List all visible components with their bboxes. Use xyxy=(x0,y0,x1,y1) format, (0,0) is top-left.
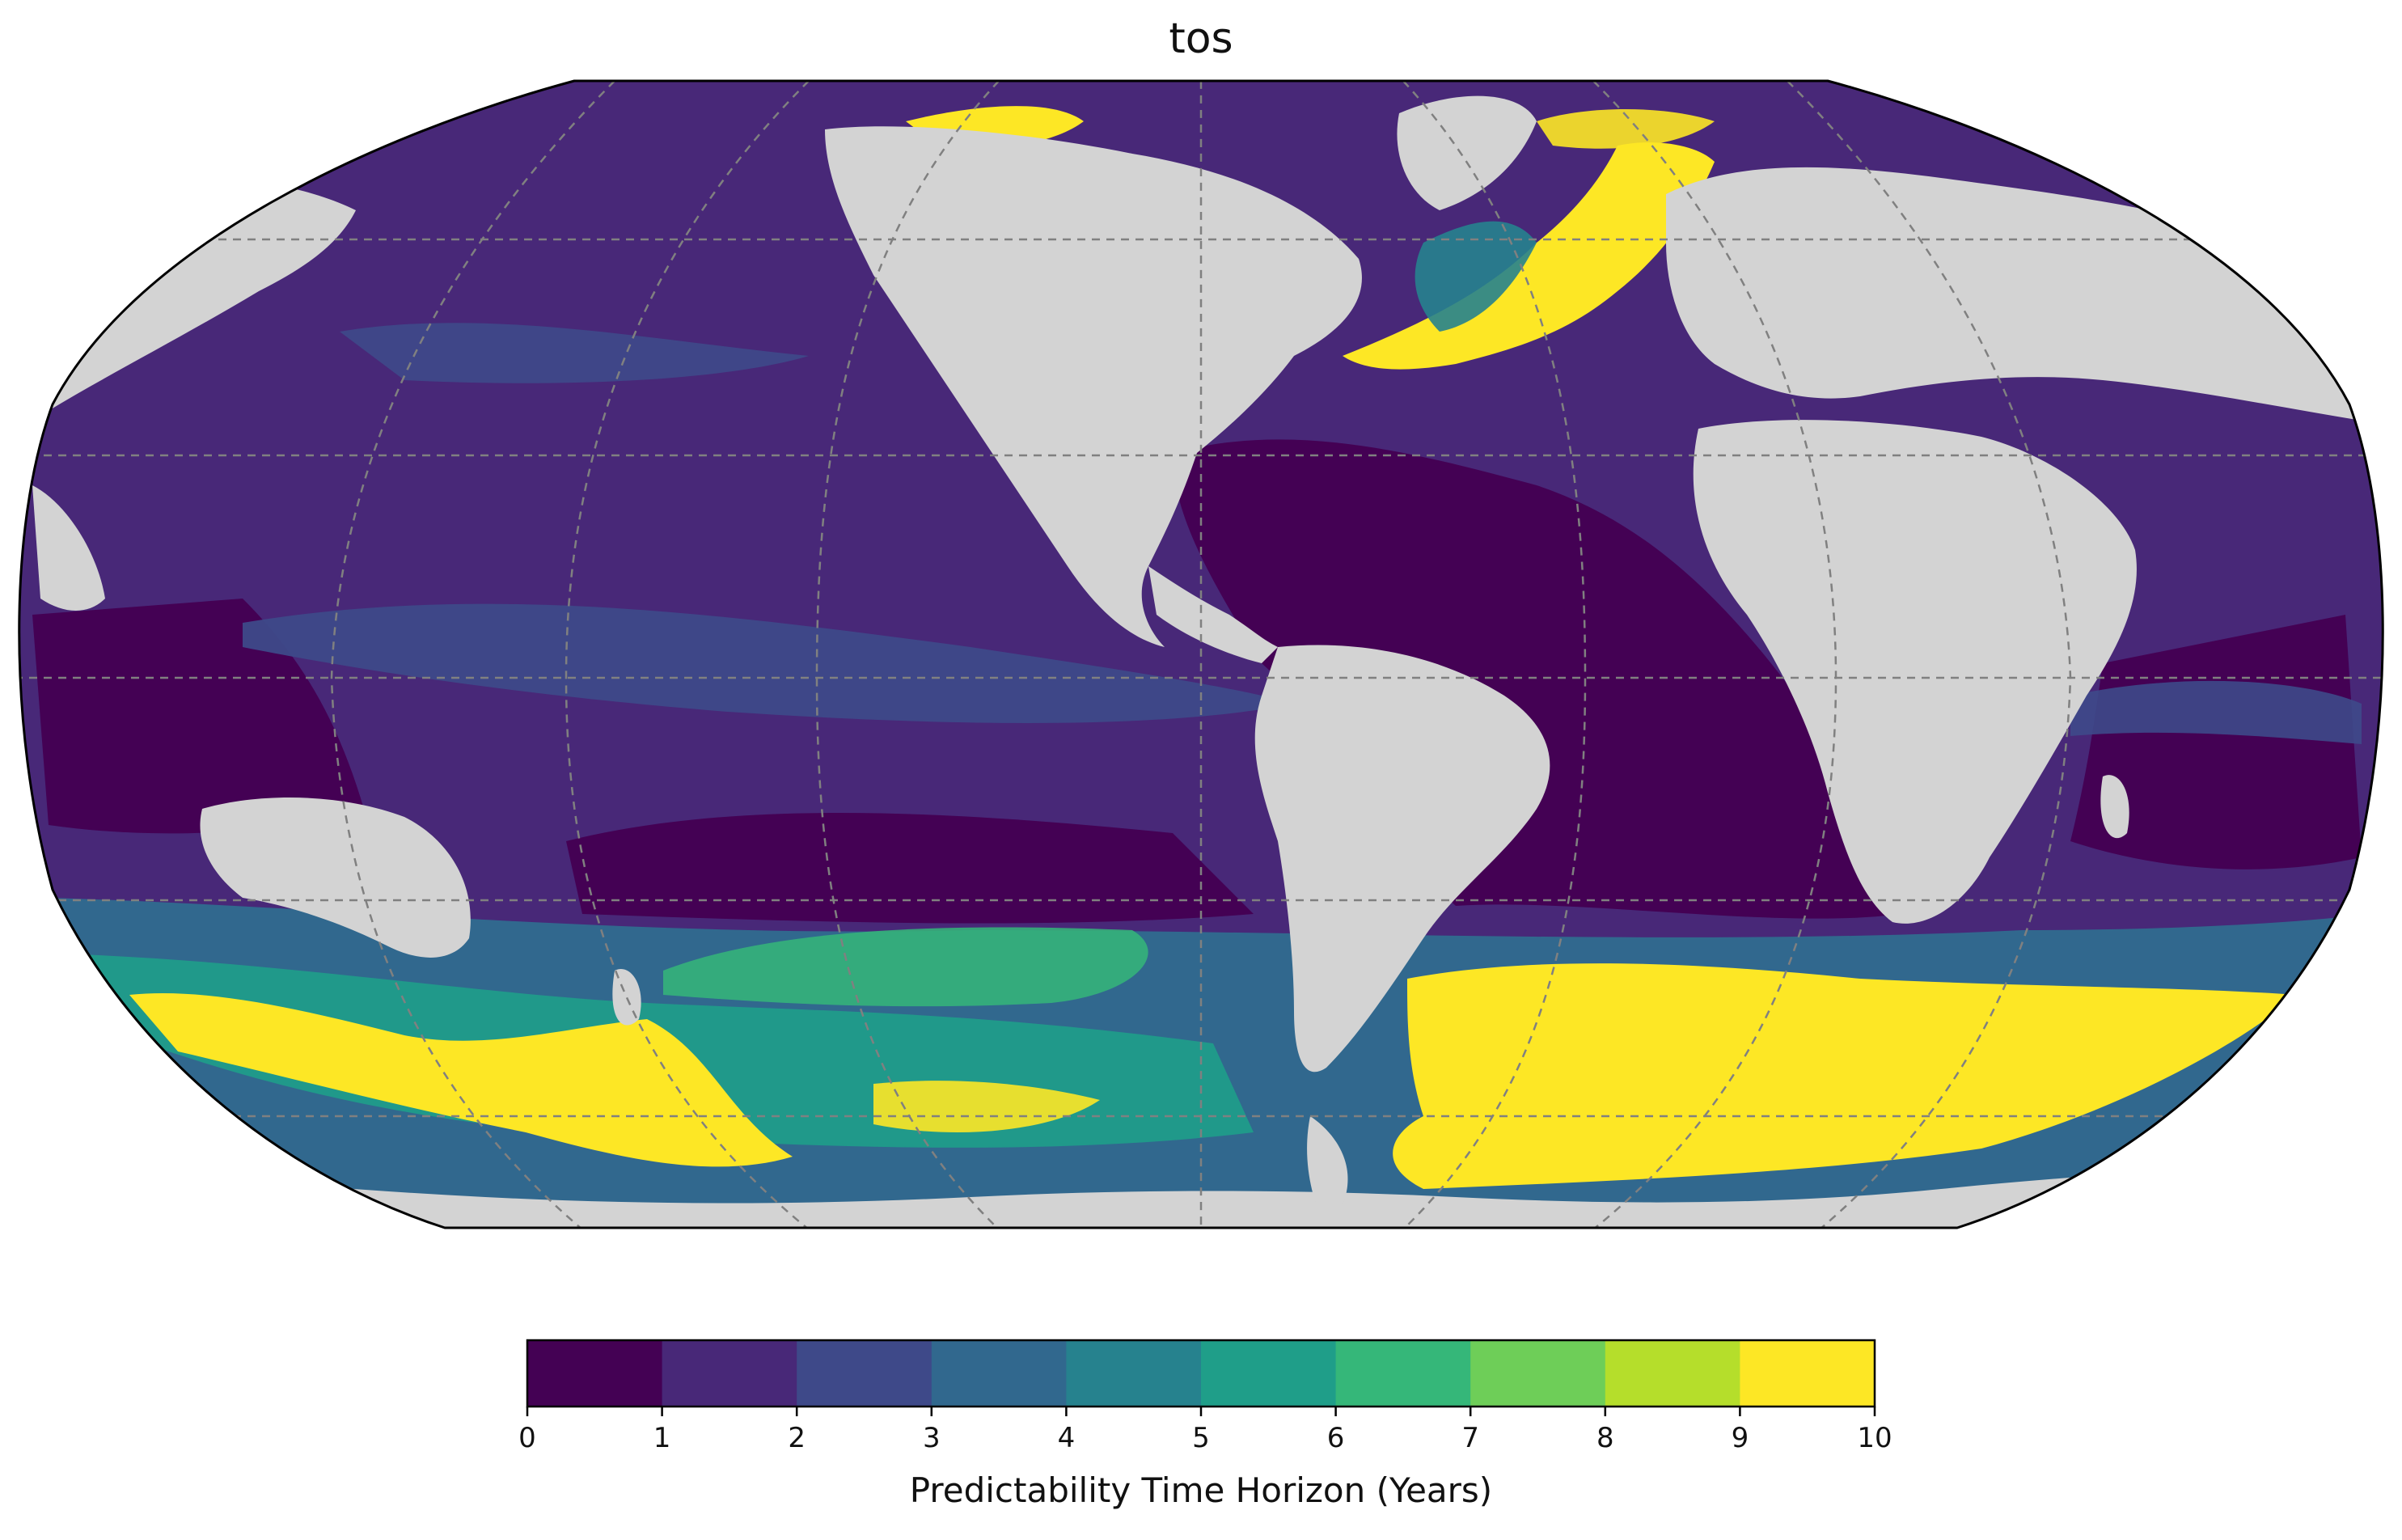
ocean-region-southern-ocean-green xyxy=(663,927,1148,1007)
gridline-meridian-5 xyxy=(1592,81,1837,1228)
colorbar-segment-9 xyxy=(1740,1340,1876,1407)
colorbar-tick-label-1: 1 xyxy=(653,1422,671,1454)
colorbar-tick-label-5: 5 xyxy=(1192,1422,1210,1454)
land-greenland xyxy=(1397,95,1537,210)
land-north-america xyxy=(825,126,1362,647)
colorbar-tick-label-2: 2 xyxy=(788,1422,806,1454)
ocean-region-west-pacific-low xyxy=(32,599,364,834)
map-outline xyxy=(18,79,2384,1229)
map-title: tos xyxy=(1169,15,1233,63)
map-frame xyxy=(19,81,2383,1228)
colorbar-label: Predictability Time Horizon (Years) xyxy=(909,1470,1493,1510)
ocean-region-equatorial-pacific xyxy=(243,603,1294,723)
land-antarctica xyxy=(32,1157,2378,1228)
gridline-meridian-7 xyxy=(1787,81,2072,1228)
gridline-meridian-6 xyxy=(330,81,615,1228)
land-madagascar xyxy=(2100,775,2129,839)
land xyxy=(32,95,2378,1228)
land-africa xyxy=(1693,420,2137,924)
ocean-region-southern-pacific-low xyxy=(566,813,1254,924)
colorbar-segment-0 xyxy=(527,1340,663,1407)
land-southeast-asia xyxy=(32,485,105,611)
colorbar-segment-5 xyxy=(1201,1340,1337,1407)
land-south-america xyxy=(1254,645,1550,1072)
colorbar-segment-2 xyxy=(797,1340,932,1407)
colorbar-tick-label-9: 9 xyxy=(1732,1422,1749,1454)
colorbar-tick-label-4: 4 xyxy=(1058,1422,1076,1454)
ocean-region-north-atlantic-teal xyxy=(1415,221,1537,332)
colorbar-segment-7 xyxy=(1470,1340,1606,1407)
colorbar-segment-3 xyxy=(931,1340,1067,1407)
gridline-meridian-1 xyxy=(565,81,810,1228)
gridlines xyxy=(19,81,2383,1228)
ocean-region-atlantic-low xyxy=(1173,439,1901,919)
land-central-america xyxy=(1148,566,1278,663)
colorbar-segment-1 xyxy=(662,1340,797,1407)
colorbar-segment-6 xyxy=(1335,1340,1471,1407)
colorbar-tick-label-10: 10 xyxy=(1857,1422,1892,1454)
colorbar-tick-label-7: 7 xyxy=(1461,1422,1479,1454)
colorbar-segment-4 xyxy=(1066,1340,1202,1407)
colorbar-segment-8 xyxy=(1605,1340,1740,1407)
ocean-region-south-pacific-patch xyxy=(873,1081,1100,1132)
colorbar: 0 1 2 3 4 5 6 7 8 9 10 xyxy=(518,1339,1892,1454)
colorbar-tick-label-0: 0 xyxy=(518,1422,536,1454)
ocean-region-arctic-north xyxy=(1537,109,1715,149)
ocean-region-north-pacific-band xyxy=(340,323,809,383)
colorbar-tick-label-6: 6 xyxy=(1327,1422,1345,1454)
ocean-region-indian-band xyxy=(2070,680,2362,744)
colorbar-tick-label-3: 3 xyxy=(923,1422,941,1454)
colorbar-tick-label-8: 8 xyxy=(1596,1422,1614,1454)
land-australia xyxy=(200,798,471,958)
ocean-region-south-pacific-yellow xyxy=(129,993,793,1167)
land-antarctic-peninsula xyxy=(1307,1116,1348,1228)
ocean-region-south-atlantic-yellow xyxy=(1393,963,2297,1189)
gridline-meridian-2 xyxy=(815,81,1000,1228)
gridline-meridian-4 xyxy=(1402,81,1587,1228)
